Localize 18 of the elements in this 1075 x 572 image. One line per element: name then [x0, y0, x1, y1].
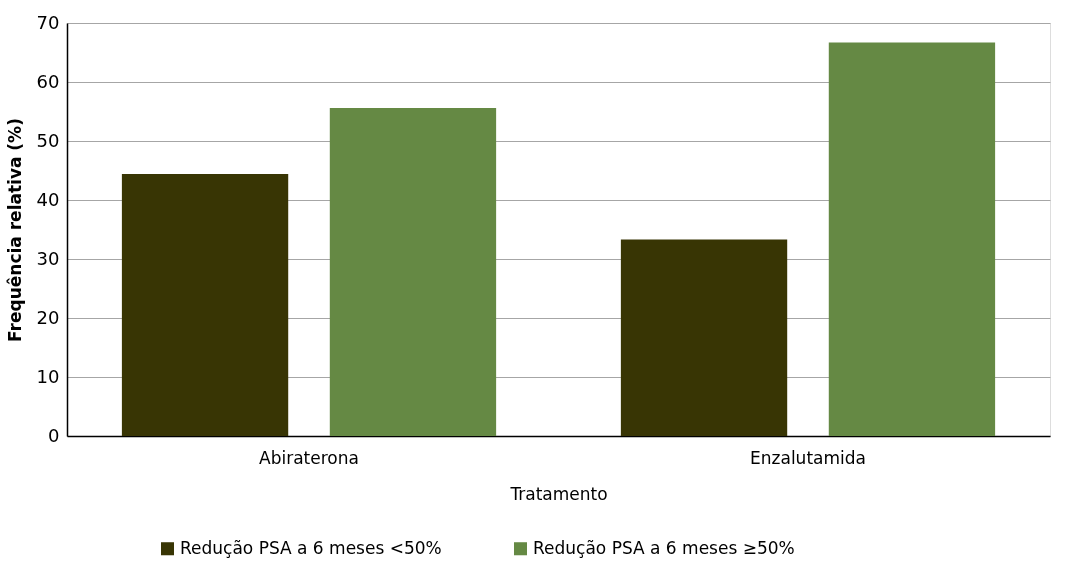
y-tick-label: 30: [36, 247, 60, 269]
bar: [828, 42, 996, 436]
y-axis-title: Frequência relativa (%): [4, 118, 25, 342]
y-tick-label: 60: [36, 70, 60, 92]
x-axis-title: Tratamento: [509, 483, 608, 504]
y-tick-label: 0: [48, 424, 60, 446]
legend-label: Redução PSA a 6 meses <50%: [180, 537, 442, 558]
bar: [121, 174, 289, 436]
y-tick-label: 70: [36, 11, 60, 33]
x-tick-label: Abiraterona: [259, 447, 359, 468]
y-tick-label: 40: [36, 188, 60, 210]
legend-label: Redução PSA a 6 meses ≥50%: [533, 537, 795, 558]
bar: [329, 107, 497, 436]
bar: [620, 239, 788, 436]
x-tick-label: Enzalutamida: [750, 447, 866, 468]
y-tick-label: 20: [36, 306, 60, 328]
y-tick-label: 50: [36, 129, 60, 151]
y-tick-label: 10: [36, 365, 60, 387]
